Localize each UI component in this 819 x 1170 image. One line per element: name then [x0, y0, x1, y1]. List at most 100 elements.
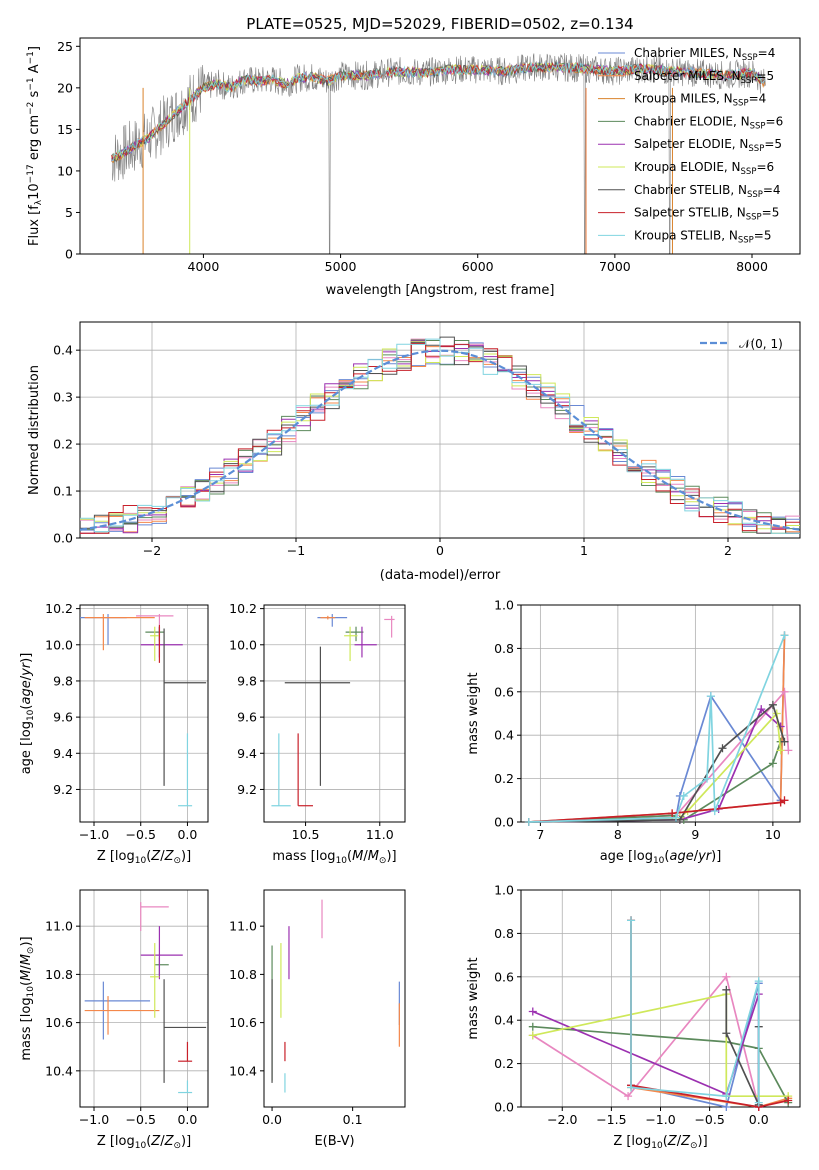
y-tick-label: 10.4	[45, 1063, 73, 1078]
y-tick-label: 10.4	[229, 1063, 257, 1078]
y-tick-label: 9.4	[237, 746, 257, 761]
legend-entry: Salpeter STELIB, NSSP=5	[634, 206, 779, 223]
x-tick-label: −1	[287, 543, 305, 558]
plus-marker	[706, 692, 715, 701]
y-tick-label: 0.4	[494, 728, 514, 743]
x-axis-label: age [log10(age/yr)]	[600, 849, 722, 866]
x-axis-label: wavelength [Angstrom, rest frame]	[326, 283, 555, 298]
axes-frame	[79, 889, 209, 1108]
model-spectrum-line	[111, 62, 766, 161]
x-tick-label: 10.5	[292, 827, 320, 842]
legend-entry: Kroupa STELIB, NSSP=5	[634, 228, 772, 245]
y-tick-label: 9.8	[237, 673, 257, 688]
x-tick-label: −0.5	[126, 1112, 156, 1127]
plus-marker	[722, 1103, 731, 1111]
x-tick-label: −0.5	[126, 827, 156, 842]
data-point	[140, 626, 183, 658]
plus-marker	[757, 705, 766, 714]
legend-entry: Salpeter ELODIE, NSSP=5	[634, 137, 782, 154]
plus-marker	[784, 746, 793, 755]
plus-marker	[768, 759, 777, 768]
x-tick-label: −1.5	[596, 1112, 626, 1127]
legend-entry: Salpeter MILES, NSSP=5	[634, 69, 774, 86]
y-tick-label: 0.8	[494, 926, 514, 941]
histograms	[80, 336, 800, 534]
data-point	[354, 626, 377, 658]
data-point	[84, 996, 160, 1035]
plus-marker	[780, 796, 789, 805]
plus-marker	[703, 774, 711, 783]
plus-marker	[722, 1092, 731, 1101]
y-tick-label: 10.0	[229, 637, 257, 652]
x-tick-label: 5000	[325, 259, 357, 274]
data-point	[140, 902, 169, 931]
series-line	[528, 703, 786, 823]
y-tick-label: 10.8	[229, 967, 257, 982]
residuals-panel: −2 −1 0 1 2 0.0 0.1 0.2 0.3 0.4 𝒩(0, 1) (data-model…	[27, 321, 801, 583]
data-point	[297, 733, 313, 807]
plus-marker	[627, 916, 636, 925]
x-tick-label: 8	[614, 827, 622, 842]
histogram-steps	[80, 338, 800, 534]
series-line	[532, 993, 789, 1098]
legend-entry: Kroupa ELODIE, NSSP=6	[634, 160, 774, 177]
x-tick-label: 0.0	[749, 1112, 769, 1127]
y-tick-label: 9.8	[53, 673, 73, 688]
data-point	[136, 614, 174, 625]
series-line	[630, 920, 760, 1103]
legend-entry: Chabrier ELODIE, NSSP=6	[634, 114, 783, 131]
y-tick-label: 0.0	[494, 1100, 514, 1115]
series	[524, 737, 785, 826]
plus-marker	[722, 1029, 731, 1038]
x-tick-label: −2	[143, 543, 161, 558]
data-point	[84, 614, 155, 651]
data-point	[178, 1041, 193, 1062]
y-tick-label: 10.6	[45, 1015, 73, 1030]
y-tick-label: 0.2	[494, 1056, 514, 1071]
axes-frame	[79, 604, 209, 823]
x-tick-label: 0	[436, 543, 444, 558]
data-point	[140, 926, 183, 980]
plus-marker	[722, 972, 731, 981]
y-tick-label: 9.6	[53, 710, 73, 725]
massweight-vs-age-panel: 7 8 9 10 0.0 0.2 0.4 0.6 0.8 1.0 age [log10(age/yr…	[466, 598, 801, 866]
series	[524, 705, 785, 826]
y-tick-label: 0.4	[53, 343, 73, 358]
x-tick-label: −1.0	[79, 1112, 109, 1127]
y-axis-label: mass [log10(M/M⊙)]	[19, 936, 36, 1060]
x-tick-label: 2	[724, 543, 732, 558]
y-tick-label: 0.0	[53, 531, 73, 546]
x-axis-label: (data-model)/error	[380, 568, 501, 583]
plus-marker	[524, 818, 533, 826]
series	[627, 916, 763, 1107]
y-tick-label: 20	[57, 80, 73, 95]
age-vs-mass-panel: 10.5 11.0 9.2 9.4 9.6 9.8 10.0 10.2 mass [log10(…	[229, 601, 406, 866]
y-tick-label: 9.2	[53, 782, 73, 797]
massweight-vs-metallicity-panel: −2.0 −1.5 −1.0 −0.5 0.0 0.0 0.2 0.4 0.6 0.8 1.0 Z […	[466, 883, 801, 1151]
y-tick-label: 15	[57, 122, 73, 137]
x-tick-label: 7000	[599, 259, 631, 274]
plus-marker	[784, 1096, 793, 1105]
y-tick-label: 0.4	[494, 1013, 514, 1028]
plus-marker	[780, 687, 789, 696]
histogram-steps	[80, 341, 800, 534]
x-tick-label: 8000	[736, 259, 768, 274]
axes-frame	[520, 889, 801, 1108]
data-point	[178, 733, 193, 807]
plus-marker	[710, 807, 719, 816]
series	[524, 709, 785, 826]
x-tick-label: 1	[580, 543, 588, 558]
axes-frame	[79, 321, 801, 539]
y-tick-label: 0.2	[53, 437, 73, 452]
y-tick-label: 11.0	[45, 919, 73, 934]
y-tick-label: 0.6	[494, 684, 514, 699]
x-tick-label: 6000	[462, 259, 494, 274]
plus-marker	[679, 791, 688, 800]
legend-entry: 𝒩(0, 1)	[739, 337, 783, 351]
plus-marker	[780, 631, 789, 640]
plus-marker	[754, 977, 763, 986]
axes-frame	[263, 604, 406, 823]
x-axis-label: Z [log10(Z/Z⊙)]	[613, 1134, 707, 1151]
spectrum-panel: 4000 5000 6000 7000 8000 0 5 10 15 20 25 PLATE=0525…	[26, 15, 801, 298]
y-axis-label: Normed distribution	[27, 365, 42, 495]
